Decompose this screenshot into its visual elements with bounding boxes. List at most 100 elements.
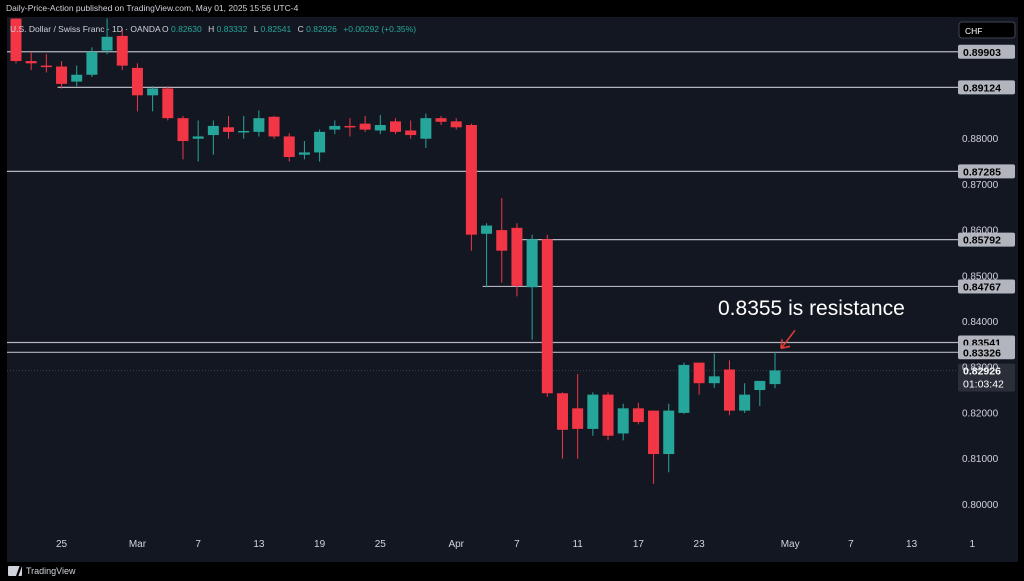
- candle-body: [268, 116, 280, 137]
- candle-body: [450, 121, 462, 128]
- y-tick-label: 0.84000: [962, 317, 999, 328]
- candle-body: [359, 123, 371, 130]
- candle-body: [71, 74, 83, 82]
- time-axis-area[interactable]: [7, 534, 1018, 562]
- candle-body: [10, 18, 22, 62]
- symbol-title: U.S. Dollar / Swiss Franc · 1D · OANDA: [10, 24, 161, 34]
- candle-body: [481, 225, 493, 234]
- annotation-arrow-head: [780, 339, 791, 350]
- bar-countdown-label: 01:03:42: [963, 379, 1004, 391]
- x-tick-label: 25: [375, 539, 387, 550]
- low-label: L: [254, 24, 259, 34]
- currency-button-bg[interactable]: [958, 21, 1016, 39]
- level-price-label: 0.89903: [963, 47, 1001, 59]
- last-price-tag: [958, 363, 1015, 392]
- open-label: O: [162, 24, 169, 34]
- x-tick-label: May: [781, 539, 800, 550]
- candle-body: [572, 408, 584, 429]
- currency-button-label[interactable]: CHF: [965, 26, 982, 36]
- x-tick-label: 7: [514, 539, 520, 550]
- candle-body: [769, 370, 781, 385]
- candle-body: [526, 239, 538, 288]
- level-price-tag: [958, 279, 1015, 294]
- candle-body: [739, 394, 751, 411]
- level-price-tag: [958, 345, 1015, 360]
- x-tick-label: 23: [694, 539, 706, 550]
- x-tick-label: 17: [633, 539, 645, 550]
- candle-body: [465, 125, 477, 235]
- candle-body: [298, 152, 310, 155]
- tradingview-logo-icon: [8, 566, 22, 576]
- x-tick-label: 25: [56, 539, 68, 550]
- candle-body: [405, 130, 417, 136]
- x-tick-label: 11: [572, 539, 583, 550]
- x-tick-label: 7: [195, 539, 201, 550]
- candle-body: [177, 118, 189, 142]
- y-tick-label: 0.80000: [962, 500, 999, 511]
- y-tick-label: 0.85000: [962, 271, 999, 282]
- close-label: C: [298, 24, 304, 34]
- footer-branding[interactable]: TradingView: [8, 564, 76, 578]
- candle-body: [693, 362, 705, 384]
- candle-body: [238, 130, 250, 133]
- level-price-label: 0.83326: [963, 347, 1001, 359]
- horizontal-levels[interactable]: 0.89903 0.89124 0.87285 0.85792 0.84767 0.835…: [7, 44, 1015, 392]
- candle-body: [253, 118, 265, 132]
- candle-body: [678, 364, 690, 413]
- candle-body: [420, 118, 432, 139]
- level-price-label: 0.89124: [963, 82, 1001, 94]
- chart-legend: U.S. Dollar / Swiss Franc · 1D · OANDA O…: [10, 24, 416, 34]
- time-axis[interactable]: 25 Mar 7 13 19 25 Apr 7 11 17 23 May 7 13 1: [56, 539, 976, 550]
- annotation-text: 0.8355 is resistance: [718, 297, 905, 320]
- annotation: 0.8355 is resistance: [718, 297, 905, 350]
- candle-body: [192, 136, 204, 139]
- candle-body: [632, 408, 644, 423]
- candle-body: [86, 51, 98, 75]
- candle-body: [283, 136, 295, 158]
- candle-body: [329, 125, 341, 130]
- x-tick-label: Mar: [129, 539, 147, 550]
- candle-body: [147, 88, 159, 96]
- candle-body: [556, 393, 568, 430]
- level-price-label: 0.84767: [963, 281, 1001, 293]
- high-value: 0.83332: [217, 24, 248, 34]
- candle-body: [435, 118, 447, 122]
- x-tick-label: 1: [970, 539, 976, 550]
- candle-body: [374, 125, 386, 131]
- candle-body: [101, 36, 113, 51]
- candle-body: [723, 369, 735, 411]
- ohlc-values: O 0.82630 H 0.83332 L 0.82541 C 0.82926 …: [162, 24, 416, 34]
- candle-body: [511, 227, 523, 286]
- candle-body: [541, 239, 553, 394]
- y-tick-label: 0.82000: [962, 408, 999, 419]
- candle-body: [587, 394, 599, 429]
- price-axis[interactable]: 0.80000 0.81000 0.82000 0.83000 0.84000 0.850…: [962, 134, 999, 511]
- candle-body: [602, 394, 614, 436]
- candle-body: [314, 131, 326, 153]
- open-value: 0.82630: [171, 24, 202, 34]
- candle-body: [131, 67, 143, 96]
- currency-button[interactable]: CHF: [958, 21, 1016, 39]
- low-value: 0.82541: [261, 24, 292, 34]
- candle-body: [116, 35, 128, 66]
- candle-body: [344, 125, 356, 128]
- x-tick-label: Apr: [448, 539, 464, 550]
- candle-body: [390, 121, 401, 132]
- footer-brand-text: TradingView: [26, 566, 76, 576]
- candles: [10, 18, 781, 484]
- y-tick-label: 0.83000: [962, 363, 999, 374]
- candle-body: [754, 380, 766, 391]
- plot-background: [7, 17, 1018, 562]
- candle-body: [56, 66, 68, 84]
- candle-body: [648, 410, 660, 455]
- level-price-tag: [958, 80, 1015, 95]
- candle-body: [207, 125, 219, 136]
- level-price-tag: [958, 164, 1015, 179]
- level-price-label: 0.85792: [963, 235, 1001, 247]
- candle-body: [40, 65, 52, 68]
- x-tick-label: 7: [848, 539, 854, 550]
- annotation-arrow-shaft: [781, 329, 796, 348]
- level-price-label: 0.87285: [963, 166, 1001, 178]
